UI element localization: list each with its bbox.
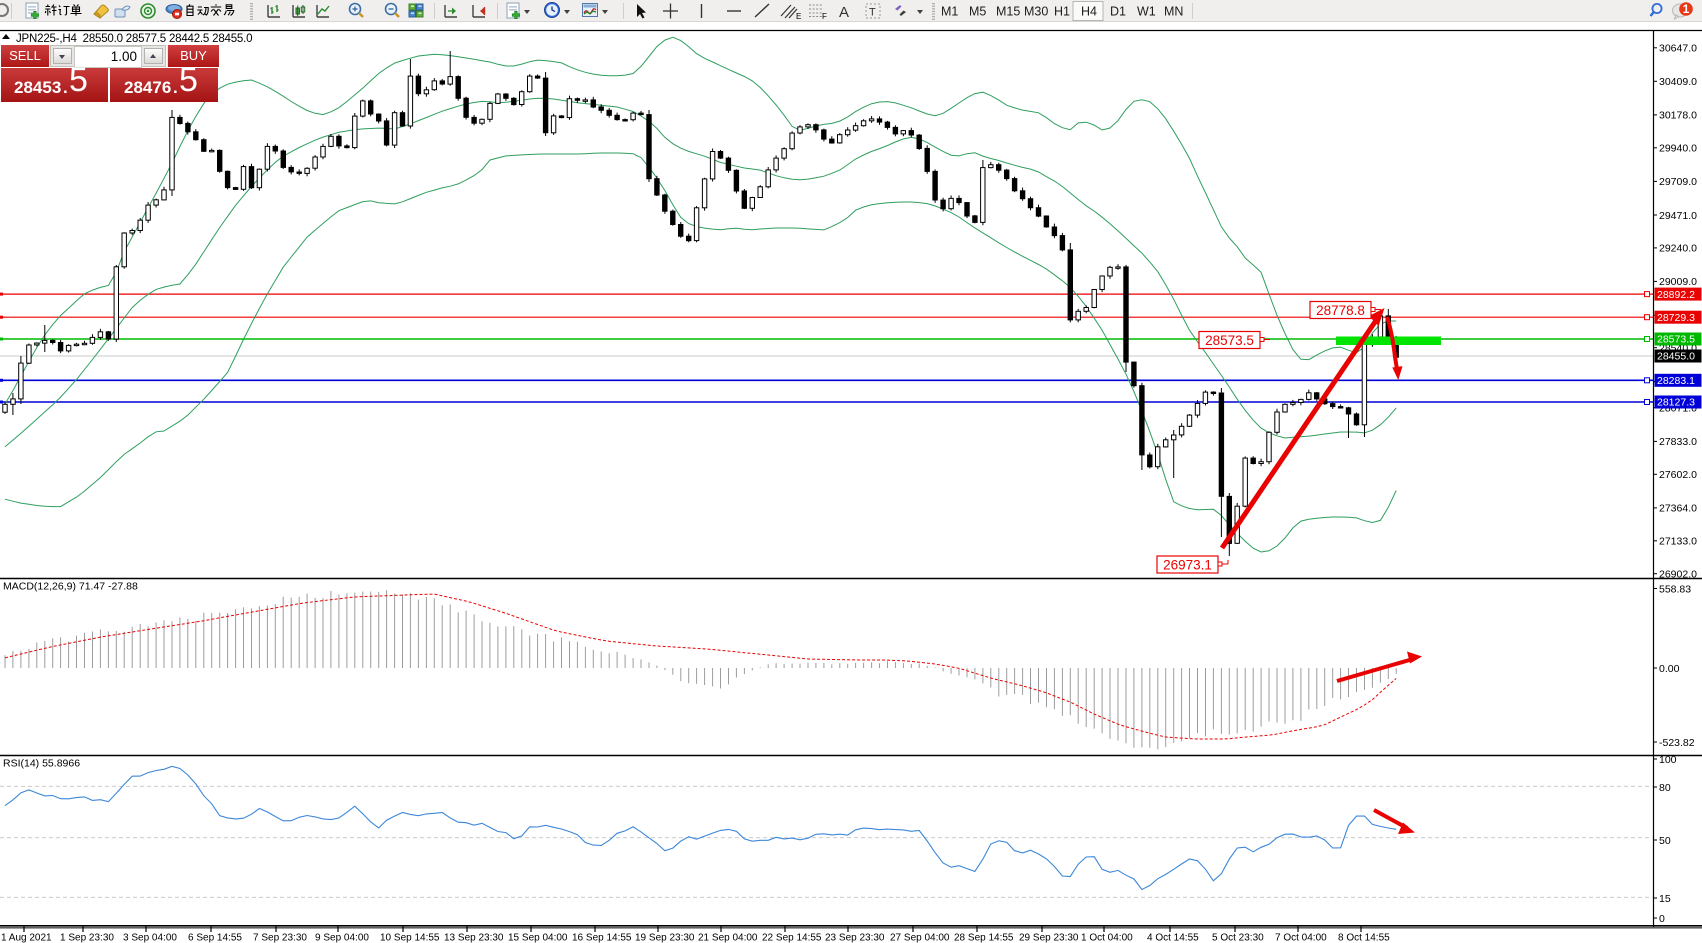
svg-text:1: 1 [1683,2,1690,16]
svg-text:28573.5: 28573.5 [1205,333,1254,348]
svg-text:10 Sep 14:55: 10 Sep 14:55 [380,933,440,943]
svg-text:M30: M30 [1024,5,1048,19]
svg-text:6 Sep 14:55: 6 Sep 14:55 [188,933,242,943]
svg-text:4 Oct 14:55: 4 Oct 14:55 [1147,933,1199,943]
svg-text:MACD(12,26,9) 71.47 -27.88: MACD(12,26,9) 71.47 -27.88 [3,581,138,593]
svg-text:27833.0: 27833.0 [1659,436,1697,448]
svg-text:27602.0: 27602.0 [1659,469,1697,481]
svg-text:M15: M15 [996,5,1020,19]
svg-text:16 Sep 14:55: 16 Sep 14:55 [572,933,632,943]
svg-text:28127.3: 28127.3 [1657,397,1695,409]
svg-text:F: F [822,12,827,21]
svg-text:0.00: 0.00 [1659,663,1680,675]
svg-text:H4: H4 [1081,5,1097,19]
svg-text:30647.0: 30647.0 [1659,43,1697,55]
svg-text:22 Sep 14:55: 22 Sep 14:55 [762,933,822,943]
svg-text:28892.2: 28892.2 [1657,289,1695,301]
svg-text:29709.0: 29709.0 [1659,176,1697,188]
svg-text:50: 50 [1659,835,1671,847]
svg-text:23 Sep 23:30: 23 Sep 23:30 [825,933,885,943]
svg-text:29240.0: 29240.0 [1659,243,1697,255]
svg-text:29009.0: 29009.0 [1659,276,1697,288]
svg-text:558.83: 558.83 [1659,583,1691,595]
svg-text:A: A [839,4,849,21]
svg-text:1 Sep 23:30: 1 Sep 23:30 [60,933,114,943]
svg-text:27133.0: 27133.0 [1659,536,1697,548]
svg-text:1 Aug 2021: 1 Aug 2021 [1,933,52,943]
svg-text:28778.8: 28778.8 [1316,303,1365,318]
svg-text:27 Sep 04:00: 27 Sep 04:00 [890,933,950,943]
svg-text:E: E [796,12,801,21]
svg-text:8 Oct 14:55: 8 Oct 14:55 [1338,933,1390,943]
svg-text:26902.0: 26902.0 [1659,568,1697,580]
svg-text:13 Sep 23:30: 13 Sep 23:30 [444,933,504,943]
svg-text:19 Sep 23:30: 19 Sep 23:30 [635,933,695,943]
svg-text:W1: W1 [1137,5,1156,19]
svg-text:29940.0: 29940.0 [1659,143,1697,155]
svg-text:D1: D1 [1110,5,1126,19]
svg-text:5 Oct 23:30: 5 Oct 23:30 [1212,933,1264,943]
svg-text:M1: M1 [941,5,958,19]
svg-text:H1: H1 [1054,5,1070,19]
svg-text:29471.0: 29471.0 [1659,210,1697,222]
svg-text:28455.0: 28455.0 [1657,351,1695,363]
svg-text:1 Oct 04:00: 1 Oct 04:00 [1081,933,1133,943]
svg-text:15 Sep 04:00: 15 Sep 04:00 [508,933,568,943]
svg-text:M5: M5 [969,5,986,19]
svg-text:28573.5: 28573.5 [1657,334,1695,346]
svg-text:0: 0 [1659,913,1665,925]
svg-text:MN: MN [1164,5,1183,19]
svg-text:80: 80 [1659,782,1671,794]
svg-text:30178.0: 30178.0 [1659,110,1697,122]
svg-text:7 Sep 23:30: 7 Sep 23:30 [253,933,307,943]
svg-text:27364.0: 27364.0 [1659,503,1697,515]
svg-text:28 Sep 14:55: 28 Sep 14:55 [954,933,1014,943]
svg-text:15: 15 [1659,893,1671,905]
svg-text:RSI(14) 55.8966: RSI(14) 55.8966 [3,758,80,770]
svg-text:-523.82: -523.82 [1659,737,1695,749]
svg-text:T: T [869,7,876,19]
svg-text:29 Sep 23:30: 29 Sep 23:30 [1019,933,1079,943]
svg-text:26973.1: 26973.1 [1163,557,1212,572]
svg-text:28283.1: 28283.1 [1657,375,1695,387]
svg-text:28729.3: 28729.3 [1657,312,1695,324]
svg-text:21 Sep 04:00: 21 Sep 04:00 [698,933,758,943]
svg-text:100: 100 [1659,754,1677,766]
svg-text:30409.0: 30409.0 [1659,76,1697,88]
svg-text:7 Oct 04:00: 7 Oct 04:00 [1275,933,1327,943]
svg-text:9 Sep 04:00: 9 Sep 04:00 [315,933,369,943]
svg-text:3 Sep 04:00: 3 Sep 04:00 [123,933,177,943]
